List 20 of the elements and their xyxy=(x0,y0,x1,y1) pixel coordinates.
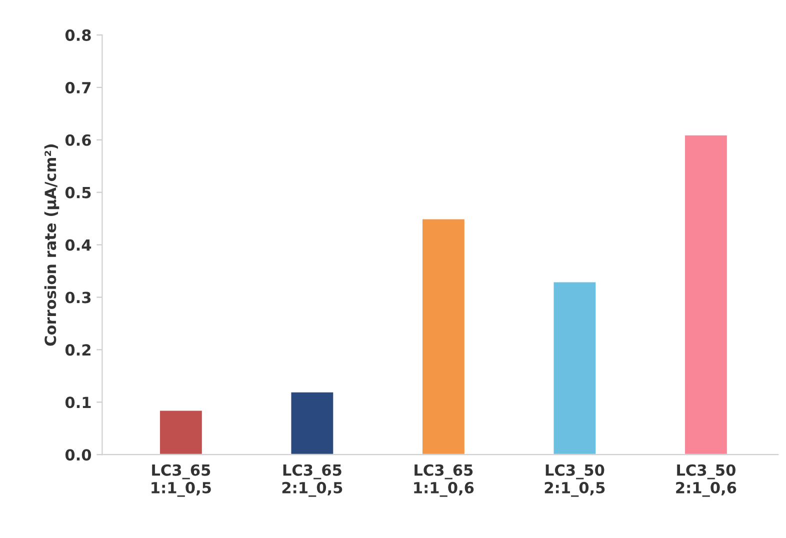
y-tick-label: 0.7 xyxy=(65,82,91,94)
bar xyxy=(684,134,728,455)
y-tick-label: 0.6 xyxy=(65,134,91,146)
y-tick-label: 0.8 xyxy=(65,29,91,41)
y-tick-label: 0.0 xyxy=(65,449,92,461)
y-tick-label: 0.2 xyxy=(65,344,90,356)
y-tick-label: 0.3 xyxy=(65,292,91,304)
x-tick-label: LC3_65 1:1_0,6 xyxy=(414,464,474,497)
bar xyxy=(290,390,335,455)
y-tick-label: 0.5 xyxy=(65,186,91,198)
bar xyxy=(552,280,598,455)
bar xyxy=(158,409,204,455)
x-tick-label: LC3_50 2:1_0,5 xyxy=(544,464,605,497)
x-tick-label: LC3_65 1:1_0,5 xyxy=(152,464,211,497)
y-tick-label: 0.4 xyxy=(65,239,92,251)
y-axis-title: Corrosion rate (µA/cm²) xyxy=(44,144,60,346)
x-tick-label: LC3_65 2:1_0,5 xyxy=(282,464,342,497)
y-tick-label: 0.1 xyxy=(65,396,91,408)
bar xyxy=(421,218,466,455)
x-tick-label: LC3_50 2:1_0,6 xyxy=(676,464,736,497)
